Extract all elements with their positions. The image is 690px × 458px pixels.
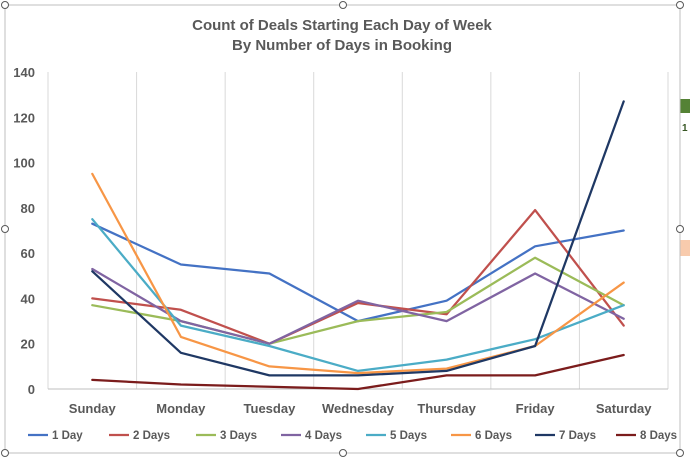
handle-middle-right[interactable]	[676, 225, 684, 233]
series-line-7[interactable]	[91, 100, 625, 377]
chart-title: Count of Deals Starting Each Day of Week	[192, 17, 492, 34]
chart-subtitle: By Number of Days in Booking	[232, 37, 452, 54]
handle-middle-left[interactable]	[1, 225, 9, 233]
series-line-8[interactable]	[91, 353, 625, 391]
legend-label: 6 Days	[475, 430, 512, 442]
handle-bottom-left[interactable]	[1, 449, 9, 457]
x-axis-ticks: Sunday Monday Tuesday Wednesday Thursday Frid…	[69, 401, 652, 416]
handle-top-right[interactable]	[676, 1, 684, 9]
y-tick-label: 100	[13, 156, 35, 171]
y-axis-ticks: 0 20 40 60 80 100 120 140	[13, 65, 35, 397]
x-tick-label: Tuesday	[244, 401, 297, 416]
series-lines	[91, 100, 625, 391]
x-tick-label: Friday	[516, 401, 556, 416]
legend-label: 2 Days	[133, 430, 170, 442]
legend-label: 7 Days	[559, 430, 596, 442]
y-tick-label: 20	[21, 337, 35, 352]
series-line-4[interactable]	[91, 267, 625, 345]
x-tick-label: Monday	[156, 401, 206, 416]
handle-top-left[interactable]	[1, 1, 9, 9]
x-tick-label: Thursday	[417, 401, 476, 416]
y-tick-label: 40	[21, 291, 35, 306]
x-tick-label: Wednesday	[322, 401, 395, 416]
handle-bottom-center[interactable]	[339, 449, 347, 457]
y-tick-label: 120	[13, 110, 35, 125]
series-line-5[interactable]	[91, 218, 625, 373]
sheet-cell-text: 1	[682, 123, 688, 134]
sheet-cell-green	[680, 99, 690, 113]
handle-top-center[interactable]	[339, 1, 347, 9]
sheet-cell-peach	[680, 240, 690, 256]
y-tick-label: 60	[21, 246, 35, 261]
handle-bottom-right[interactable]	[676, 449, 684, 457]
background-sheet: 1	[680, 99, 690, 256]
series-line-2[interactable]	[91, 208, 625, 345]
x-tick-label: Saturday	[596, 401, 652, 416]
y-tick-label: 0	[28, 382, 35, 397]
legend-label: 4 Days	[305, 430, 342, 442]
legend-label: 5 Days	[390, 430, 427, 442]
y-tick-label: 140	[13, 65, 35, 80]
legend-label: 3 Days	[220, 430, 257, 442]
y-tick-label: 80	[21, 201, 35, 216]
x-tick-label: Sunday	[69, 401, 117, 416]
legend-label: 8 Days	[640, 430, 677, 442]
legend: 1 Day 2 Days 3 Days 4 Days 5 Days 6 Days 7 Day…	[28, 430, 677, 442]
legend-label: 1 Day	[52, 430, 83, 442]
